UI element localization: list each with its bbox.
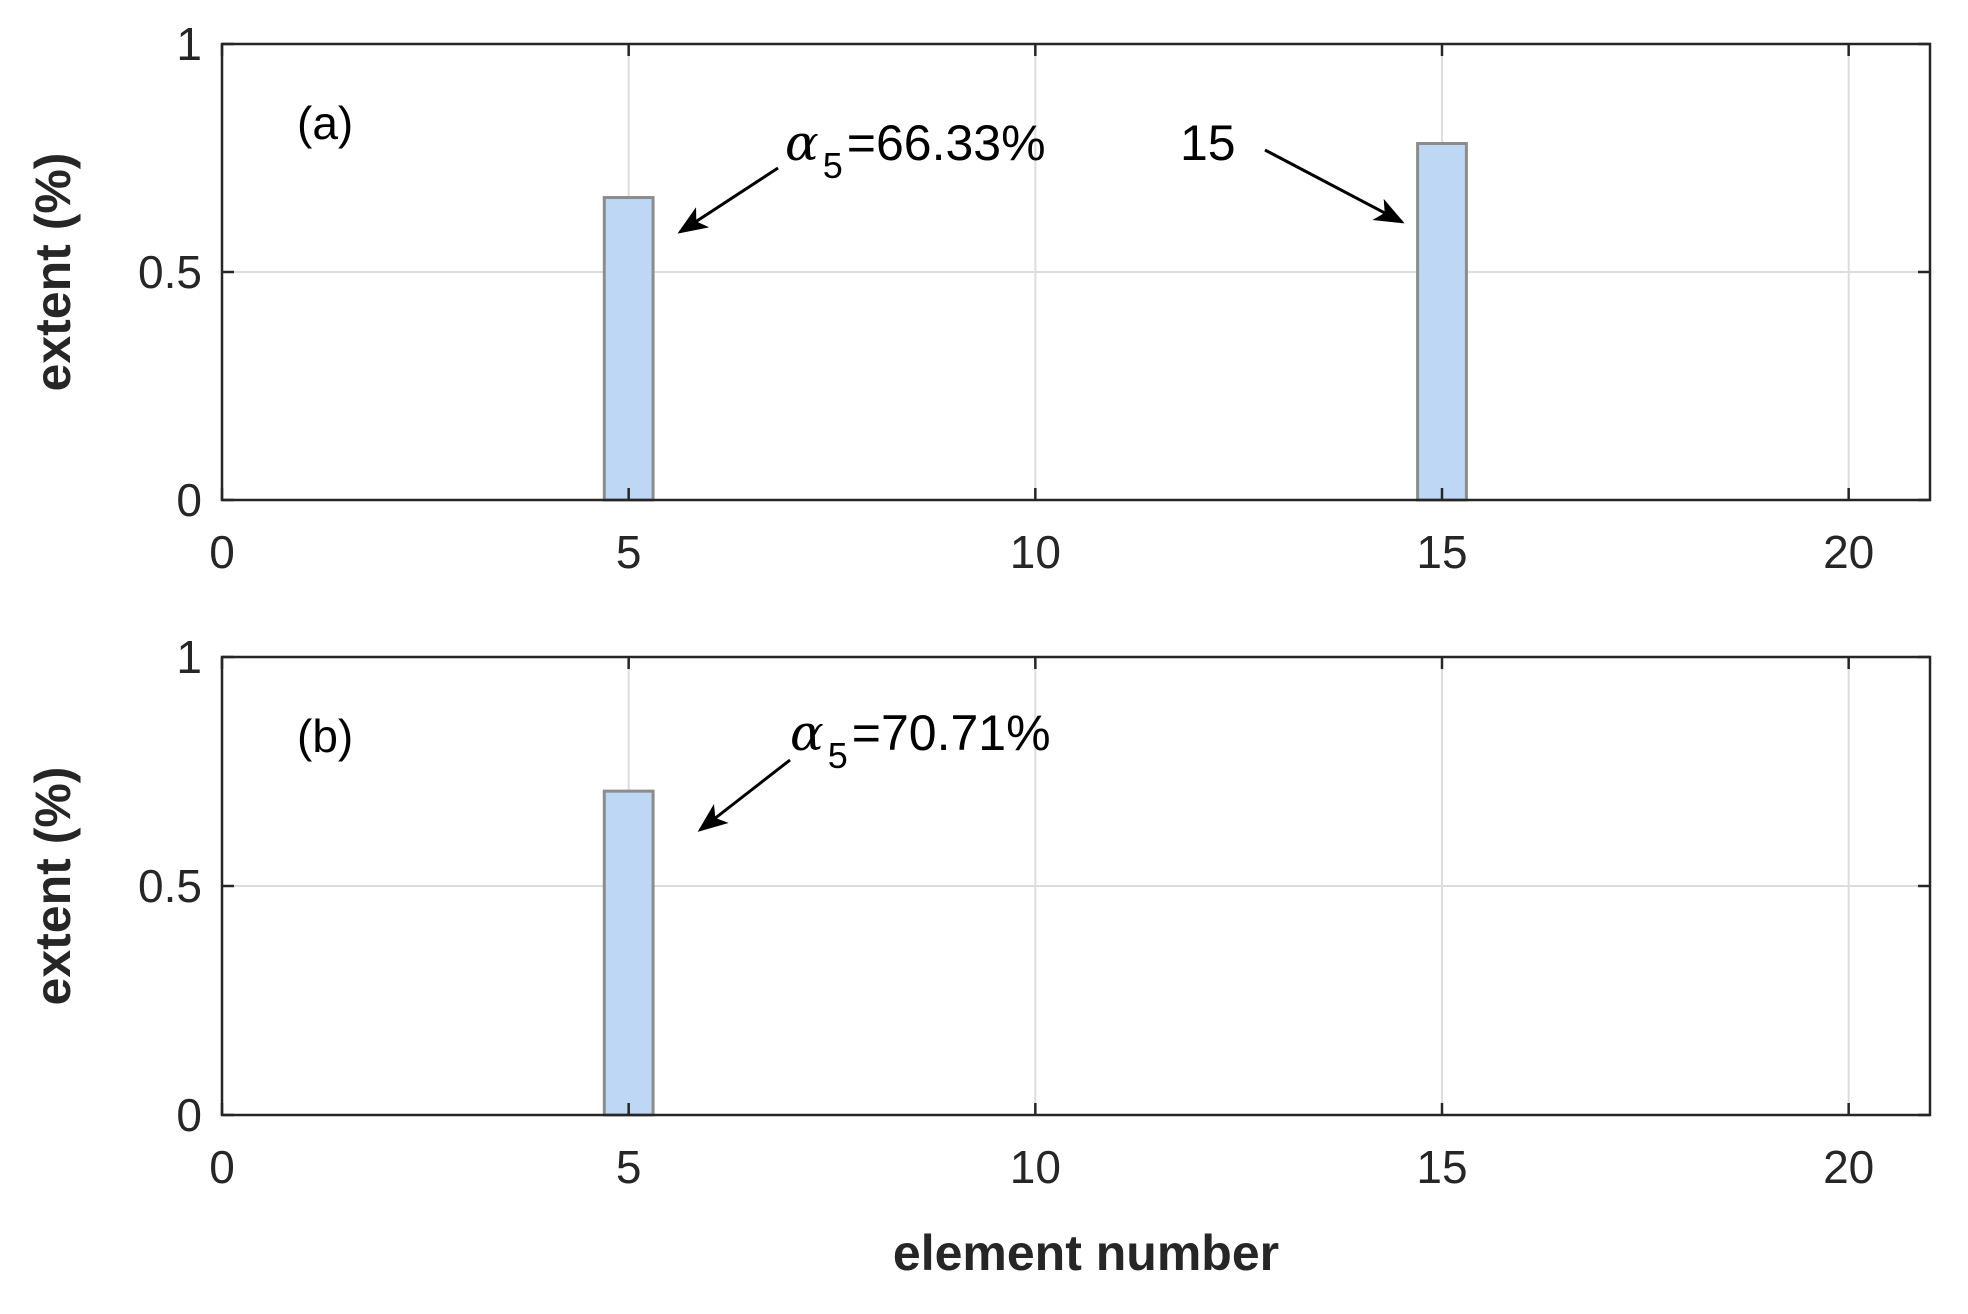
bars [602, 789, 655, 1117]
tick-marks [220, 655, 1930, 1117]
x-tick-label: 0 [209, 1141, 235, 1193]
y-tick-labels: 00.51 [138, 18, 202, 526]
bar [602, 196, 655, 502]
y-axis-label: extent (%) [25, 153, 81, 392]
x-tick-label: 0 [209, 526, 235, 578]
alpha-symbol: α [790, 704, 824, 762]
x-tick-labels: 0 5 10 15 20 [209, 1141, 1874, 1193]
x-tick-label: 5 [616, 1141, 642, 1193]
y-axis-label: extent (%) [25, 767, 81, 1006]
annotation-arrow [697, 758, 791, 832]
x-tick-label: 15 [1416, 1141, 1467, 1193]
x-tick-label: 10 [1010, 526, 1061, 578]
bar-annotation: 15 [1180, 115, 1236, 171]
y-tick-label: 0.5 [138, 246, 202, 298]
annotation-text: =70.71% [852, 705, 1051, 761]
x-axis-label: element number [893, 1225, 1279, 1281]
y-tick-label: 1 [176, 18, 202, 70]
annotation-text: =66.33% [847, 115, 1046, 171]
annotation-text: 15 [1180, 115, 1236, 171]
x-tick-labels: 0 5 10 15 20 [209, 526, 1874, 578]
y-tick-labels: 00.51 [138, 631, 202, 1141]
x-tick-label: 20 [1823, 526, 1874, 578]
bar [602, 789, 655, 1117]
y-tick-label: 0.5 [138, 860, 202, 912]
bar-annotation: α 5 =70.71% [790, 704, 1051, 776]
y-tick-label: 0 [176, 474, 202, 526]
tick-marks [220, 42, 1930, 502]
bar-annotation: α 5 =66.33% [785, 114, 1046, 186]
panel-a: 0 5 10 15 20 00.51 extent (%) (a) α 5 =66.33… [25, 18, 1932, 578]
bar [1416, 141, 1468, 502]
panel-label: (b) [297, 710, 353, 762]
y-tick-label: 1 [176, 631, 202, 683]
grid-lines [221, 656, 1930, 1116]
annotation-subscript: 5 [828, 735, 848, 776]
panel-b: 0 5 10 15 20 00.51 extent (%) element number… [25, 631, 1932, 1281]
annotation-arrow [677, 166, 779, 234]
x-tick-label: 10 [1010, 1141, 1061, 1193]
x-tick-label: 15 [1416, 526, 1467, 578]
x-tick-label: 5 [616, 526, 642, 578]
x-tick-label: 20 [1823, 1141, 1874, 1193]
grid-lines [221, 43, 1930, 501]
bars [602, 141, 1468, 502]
panel-label: (a) [297, 97, 353, 149]
annotation-arrow [1264, 148, 1405, 224]
alpha-symbol: α [785, 114, 819, 172]
annotation-subscript: 5 [823, 145, 843, 186]
y-tick-label: 0 [176, 1089, 202, 1141]
